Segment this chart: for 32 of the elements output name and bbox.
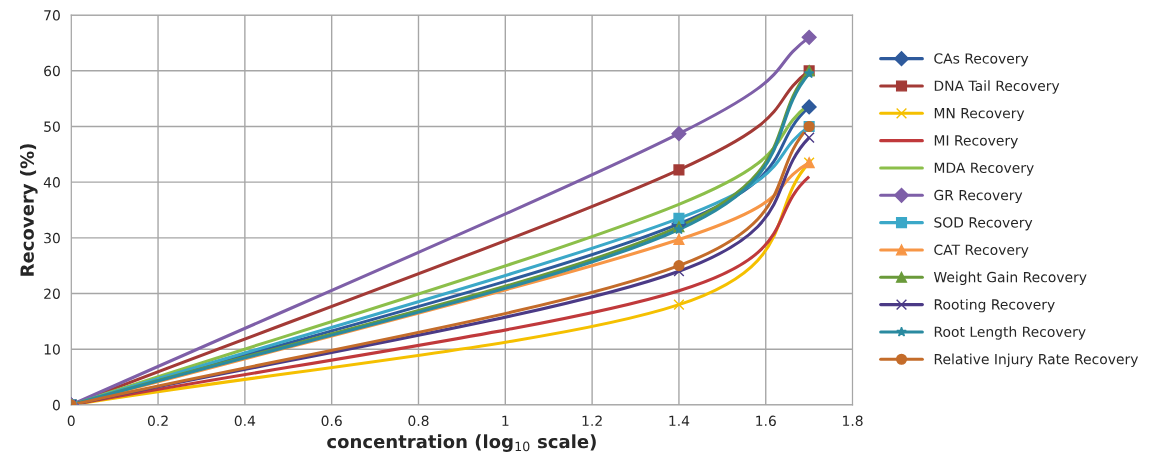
legend-label: MN Recovery [934, 108, 1025, 122]
x-tick-label: 0 [67, 415, 75, 427]
x-tick-label: 0.2 [147, 415, 168, 427]
legend-label: Weight Gain Recovery [933, 271, 1087, 286]
legend-label: DNA Tail Recovery [934, 80, 1060, 94]
y-tick-label: 60 [44, 65, 60, 77]
legend-label: Rooting Recovery [934, 298, 1055, 313]
y-tick-label: 30 [44, 232, 60, 244]
x-tick-label: 1.2 [582, 415, 602, 426]
legend-label: Relative Injury Rate Recovery [934, 353, 1139, 368]
x-tick-label: 1.8 [843, 415, 863, 427]
legend-label: SOD Recovery [934, 217, 1033, 231]
legend-label: MI Recovery [934, 135, 1018, 149]
y-tick-label: 50 [44, 121, 60, 132]
y-axis-title: Recovery (%) [20, 144, 38, 276]
y-tick-label: 0 [52, 399, 60, 411]
x-tick-label: 0.8 [408, 415, 429, 427]
x-axis-title: concentration (log$_{10}$ scale) [327, 434, 596, 452]
legend-label: GR Recovery [934, 189, 1023, 204]
x-tick-label: 0.6 [321, 415, 342, 427]
legend-label: CAs Recovery [934, 53, 1029, 67]
x-tick-label: 1.6 [756, 415, 776, 427]
legend-label: Root Length Recovery [934, 326, 1086, 340]
y-tick-label: 40 [43, 177, 60, 188]
x-tick-label: 1 [502, 415, 509, 426]
x-tick-label: 0.4 [234, 415, 256, 427]
legend-label: CAT Recovery [934, 244, 1029, 258]
legend-label: MDA Recovery [934, 162, 1034, 176]
y-tick-label: 20 [44, 288, 60, 299]
x-tick-label: 1.4 [669, 415, 690, 426]
y-tick-label: 10 [44, 344, 60, 355]
y-tick-label: 70 [44, 10, 60, 21]
